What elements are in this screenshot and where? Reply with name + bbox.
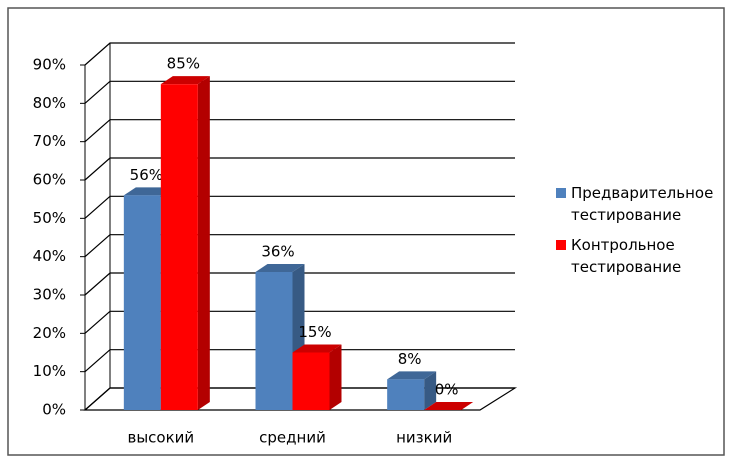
y-tick-label: 60%	[33, 171, 66, 189]
y-tick-label: 10%	[33, 362, 66, 380]
y-tick-label: 80%	[33, 94, 66, 112]
bar-side	[197, 76, 210, 411]
grid-line	[84, 157, 515, 181]
bar-top	[292, 344, 342, 353]
bar-top	[160, 76, 210, 85]
bar-top	[387, 371, 437, 380]
bar	[255, 272, 293, 410]
grid-line	[84, 234, 515, 258]
legend-swatch	[556, 188, 566, 198]
y-tick-label: 30%	[33, 286, 66, 304]
grid-line	[84, 42, 515, 66]
bar-top	[123, 187, 173, 196]
value-label: 36%	[261, 243, 294, 261]
grid-line	[84, 387, 515, 411]
bar	[387, 379, 425, 410]
legend-swatch	[556, 240, 566, 250]
x-tick-label: высокий	[127, 429, 194, 447]
grid-line	[84, 349, 515, 373]
y-tick-label: 90%	[33, 56, 66, 74]
bar-side	[424, 371, 437, 410]
legend: Предварительное тестирование Контрольное …	[556, 182, 716, 286]
value-label: 0%	[435, 381, 459, 399]
y-tick-label: 20%	[33, 324, 66, 342]
bar	[160, 84, 198, 411]
grid-line	[84, 272, 515, 296]
legend-item: Контрольное тестирование	[556, 234, 716, 278]
bar-side	[329, 344, 342, 410]
bar	[123, 195, 161, 410]
grid-line	[84, 80, 515, 104]
value-label: 15%	[298, 323, 331, 341]
value-label: 8%	[398, 350, 422, 368]
value-label: 85%	[167, 55, 200, 73]
legend-item: Предварительное тестирование	[556, 182, 716, 226]
bar	[292, 352, 330, 410]
x-tick-label: средний	[259, 429, 326, 447]
bar-top	[255, 264, 305, 272]
y-tick-label: 50%	[33, 209, 66, 227]
y-tick-label: 40%	[33, 247, 66, 265]
grid-line	[84, 310, 515, 334]
bar-top	[424, 402, 474, 410]
grid-line	[84, 195, 515, 219]
x-tick-label: низкий	[396, 429, 452, 447]
legend-label: Контрольное тестирование	[571, 236, 682, 276]
y-tick-label: 70%	[33, 132, 66, 150]
legend-label: Предварительное тестирование	[571, 184, 714, 224]
y-tick-label: 0%	[42, 401, 66, 419]
value-label: 56%	[130, 166, 163, 184]
grid-line	[84, 119, 515, 143]
